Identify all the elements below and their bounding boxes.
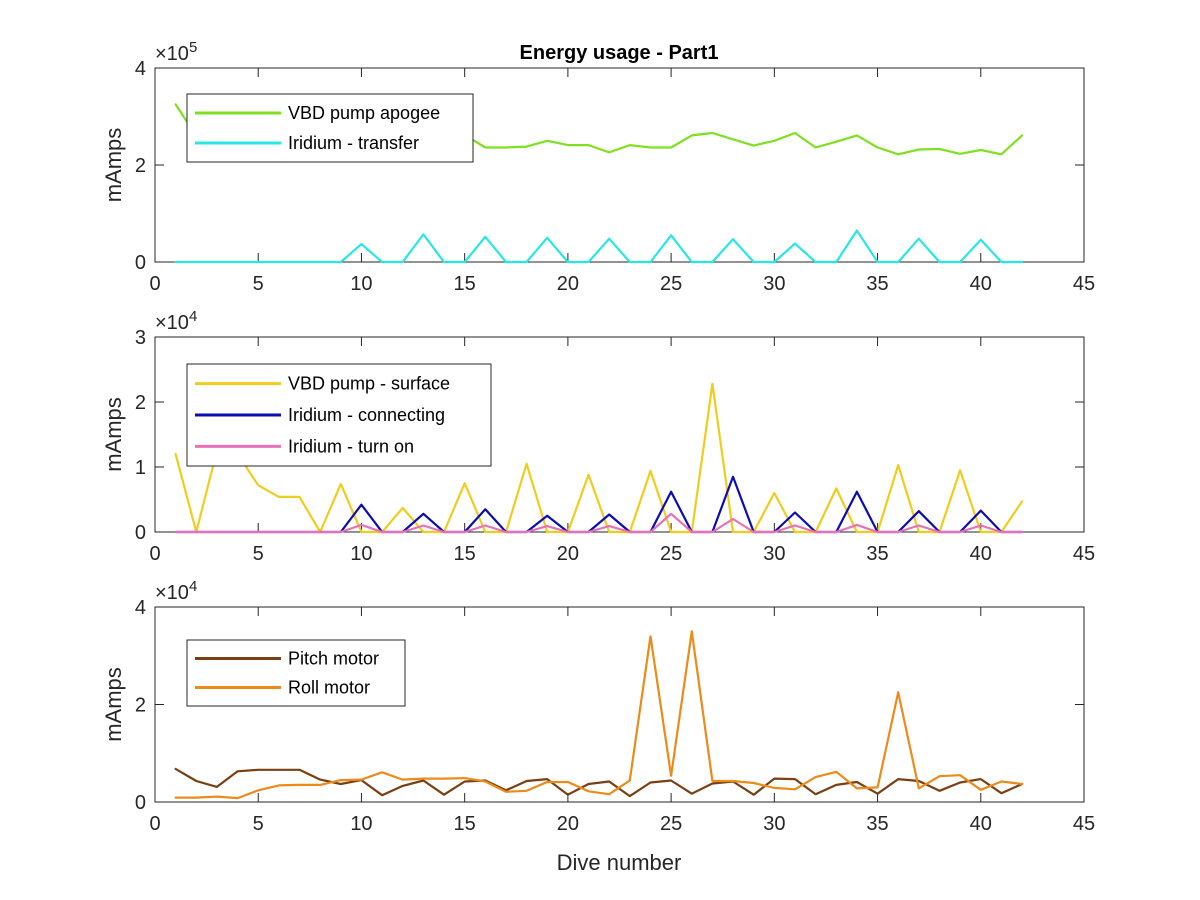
y-exponent-power: 5 — [189, 39, 197, 56]
legend-entry: Pitch motor — [288, 649, 379, 669]
legend: VBD pump apogee Iridium - transfer — [186, 93, 474, 163]
x-tick-label: 5 — [253, 543, 264, 565]
x-tick-label: 20 — [557, 813, 579, 835]
y-tick-label: 1 — [135, 457, 146, 479]
y-exponent-power: 4 — [189, 578, 197, 595]
y-tick-label: 0 — [135, 252, 146, 274]
series-line-2 — [174, 630, 1024, 800]
series-line-1 — [174, 382, 1024, 534]
figure-xlabel: Dive number — [557, 850, 682, 875]
legend: VBD pump - surface Iridium - connecting Ir… — [186, 363, 492, 467]
x-tick-label: 20 — [557, 273, 579, 295]
x-tick-label: 25 — [660, 543, 682, 565]
x-tick-label: 0 — [149, 273, 160, 295]
x-tick-label: 0 — [149, 543, 160, 565]
y-exponent-power: 4 — [189, 308, 197, 325]
legend-entry: VBD pump - surface — [288, 374, 450, 394]
x-tick-label: 40 — [970, 813, 992, 835]
legend: Pitch motor Roll motor — [186, 639, 406, 707]
x-tick-label: 25 — [660, 273, 682, 295]
y-tick-label: 0 — [135, 522, 146, 544]
legend-entry: Iridium - transfer — [288, 133, 419, 153]
x-tick-label: 30 — [763, 273, 785, 295]
y-tick-label: 2 — [135, 695, 146, 717]
x-tick-label: 40 — [970, 543, 992, 565]
series-line-2 — [174, 229, 1024, 264]
legend-box — [186, 639, 406, 707]
x-tick-label: 45 — [1073, 273, 1095, 295]
x-tick-label: 5 — [253, 273, 264, 295]
y-axis-label: mAmps — [101, 397, 126, 472]
x-tick-label: 10 — [350, 543, 372, 565]
x-tick-label: 30 — [763, 813, 785, 835]
x-tick-label: 35 — [866, 273, 888, 295]
x-tick-label: 0 — [149, 813, 160, 835]
series-line-1 — [174, 767, 1024, 798]
y-axis-label: mAmps — [101, 128, 126, 203]
x-tick-label: 25 — [660, 813, 682, 835]
x-tick-label: 5 — [253, 813, 264, 835]
x-tick-label: 35 — [866, 543, 888, 565]
legend-entry: Roll motor — [288, 678, 370, 698]
y-tick-label: 0 — [135, 792, 146, 814]
y-tick-label: 4 — [135, 597, 146, 619]
x-tick-label: 15 — [454, 813, 476, 835]
x-tick-label: 35 — [866, 813, 888, 835]
x-tick-label: 20 — [557, 543, 579, 565]
x-tick-label: 10 — [350, 273, 372, 295]
x-tick-label: 15 — [454, 273, 476, 295]
x-tick-label: 15 — [454, 543, 476, 565]
y-tick-label: 2 — [135, 392, 146, 414]
x-tick-label: 45 — [1073, 813, 1095, 835]
figure-title: Energy usage - Part1 — [520, 42, 719, 64]
x-tick-label: 40 — [970, 273, 992, 295]
series-line-3 — [174, 512, 1024, 534]
legend-entry: Iridium - connecting — [288, 405, 445, 425]
y-tick-label: 3 — [135, 327, 146, 349]
legend-entry: VBD pump apogee — [288, 103, 440, 123]
legend-entry: Iridium - turn on — [288, 436, 414, 456]
x-tick-label: 10 — [350, 813, 372, 835]
x-tick-label: 30 — [763, 543, 785, 565]
x-tick-label: 45 — [1073, 543, 1095, 565]
y-tick-label: 4 — [135, 58, 146, 80]
y-tick-label: 2 — [135, 155, 146, 177]
legend-box — [186, 93, 474, 163]
y-axis-label: mAmps — [101, 667, 126, 742]
